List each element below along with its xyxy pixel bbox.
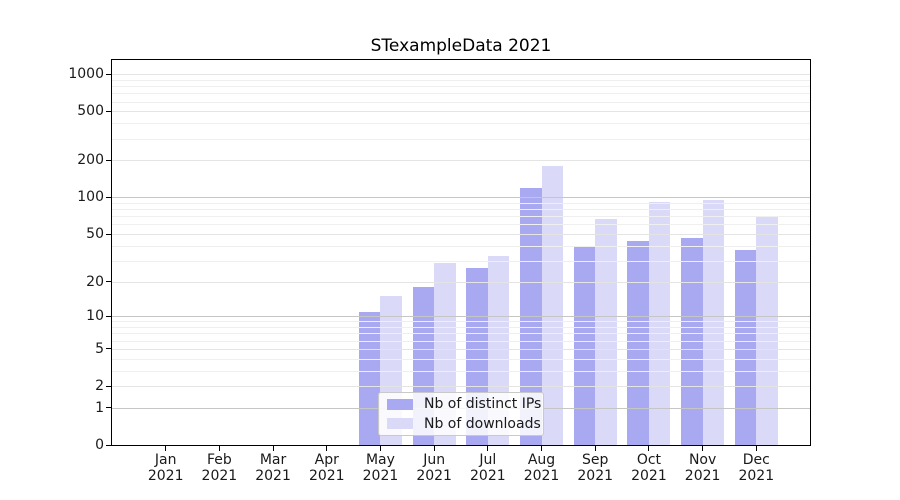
x-tick-label: Apr 2021: [308, 452, 345, 484]
x-tick-mark: [433, 446, 435, 451]
chart-title: STexampleData 2021: [370, 36, 552, 56]
minor-gridline: [112, 202, 810, 204]
legend-row: Nb of distinct IPs: [387, 396, 541, 413]
minor-gridline: [112, 123, 810, 125]
minor-gridline: [112, 79, 810, 81]
y-tick-mark: [106, 385, 111, 387]
y-tick-mark: [106, 196, 111, 198]
legend-swatch-distinct-ips: [387, 398, 413, 410]
x-tick-label: Oct 2021: [631, 452, 667, 484]
y-tick-label: 2: [95, 378, 104, 395]
y-tick-label: 200: [77, 152, 104, 169]
x-tick-mark: [379, 446, 381, 451]
gridline: [112, 160, 810, 162]
gridline: [112, 348, 810, 350]
x-tick-mark: [326, 446, 328, 451]
y-tick-label: 0: [95, 437, 104, 453]
y-tick-label: 1000: [68, 66, 104, 83]
y-tick-label: 10: [86, 308, 104, 325]
y-tick-mark: [106, 281, 111, 283]
y-tick-mark: [106, 315, 111, 317]
gridline: [112, 111, 810, 113]
minor-gridline: [112, 245, 810, 247]
minor-gridline: [112, 93, 810, 95]
minor-gridline: [112, 86, 810, 88]
legend-label-distinct-ips: Nb of distinct IPs: [424, 396, 542, 413]
minor-gridline: [112, 321, 810, 323]
x-tick-label: Aug 2021: [523, 452, 560, 484]
x-tick-label: Feb 2021: [201, 452, 238, 484]
y-tick-label: 5: [95, 340, 104, 357]
minor-gridline: [112, 370, 810, 372]
major-gridline: [112, 316, 810, 318]
bar-distinct-ips-nov: [681, 238, 703, 445]
gridline: [112, 386, 810, 388]
x-tick-label: Jul 2021: [470, 452, 506, 484]
x-tick-label: May 2021: [362, 452, 399, 484]
x-tick-mark: [541, 446, 543, 451]
x-tick-label: Jun 2021: [416, 452, 452, 484]
plot-inner: [112, 60, 810, 445]
bar-distinct-ips-oct: [627, 240, 649, 445]
minor-gridline: [112, 333, 810, 335]
minor-gridline: [112, 209, 810, 211]
x-tick-mark: [648, 446, 650, 451]
minor-gridline: [112, 327, 810, 329]
major-gridline: [112, 197, 810, 199]
x-tick-mark: [702, 446, 704, 451]
legend-row: Nb of downloads: [387, 416, 541, 433]
y-tick-label: 20: [86, 273, 104, 290]
bar-distinct-ips-sep: [573, 245, 596, 445]
y-tick-label: 500: [77, 103, 104, 120]
y-tick-label: 1: [95, 399, 104, 416]
minor-gridline: [112, 340, 810, 342]
bar-downloads-oct: [648, 201, 671, 445]
x-tick-label: Nov 2021: [684, 452, 721, 484]
x-tick-label: Dec 2021: [738, 452, 775, 484]
bar-distinct-ips-dec: [734, 249, 757, 445]
x-tick-mark: [594, 446, 596, 451]
x-tick-mark: [218, 446, 220, 451]
legend-swatch-downloads: [387, 418, 413, 430]
x-tick-label: Sep 2021: [577, 452, 614, 484]
gridline: [112, 281, 810, 283]
y-tick-mark: [106, 348, 111, 350]
gridline: [112, 74, 810, 76]
y-tick-mark: [106, 233, 111, 235]
y-tick-label: 50: [86, 226, 104, 243]
bar-downloads-dec: [756, 217, 778, 445]
bar-downloads-sep: [595, 218, 617, 445]
y-tick-mark: [106, 110, 111, 112]
x-tick-mark: [755, 446, 757, 451]
minor-gridline: [112, 224, 810, 226]
legend: Nb of distinct IPs Nb of downloads: [378, 392, 544, 436]
minor-gridline: [112, 216, 810, 218]
x-tick-label: Jan 2021: [147, 452, 184, 484]
x-tick-mark: [487, 446, 489, 451]
minor-gridline: [112, 138, 810, 140]
y-tick-label: 100: [77, 189, 104, 206]
y-tick-mark: [106, 159, 111, 161]
y-tick-mark: [106, 444, 111, 446]
x-tick-mark: [165, 446, 167, 451]
legend-label-downloads: Nb of downloads: [424, 415, 541, 432]
y-tick-mark: [106, 407, 111, 409]
x-tick-mark: [272, 446, 274, 451]
minor-gridline: [112, 260, 810, 262]
bar-downloads-aug: [541, 166, 564, 445]
bar-distinct-ips-may: [358, 311, 381, 445]
minor-gridline: [112, 358, 810, 360]
gridline: [112, 234, 810, 236]
plot-area: [111, 59, 811, 446]
minor-gridline: [112, 101, 810, 103]
y-tick-mark: [106, 73, 111, 75]
x-tick-label: Mar 2021: [255, 452, 291, 484]
